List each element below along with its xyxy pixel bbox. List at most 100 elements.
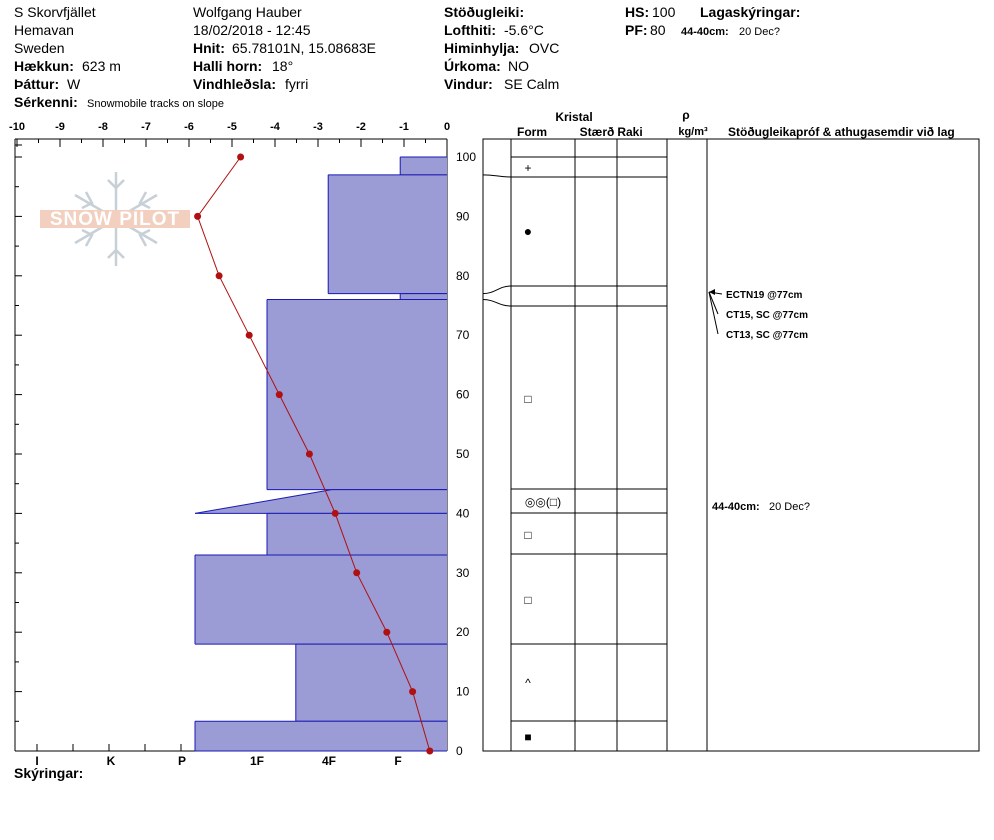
test-pointer-line: [708, 291, 719, 315]
temperature-point: [331, 509, 339, 517]
layer-side-edge: [194, 489, 332, 514]
hardness-layer: [295, 644, 447, 722]
aspect-value: W: [67, 76, 81, 92]
logo-banner: [40, 210, 190, 228]
temperature-point: [409, 688, 417, 696]
grain-form-symbol: □: [524, 392, 531, 406]
grain-form-symbol: □: [524, 593, 531, 607]
hardness-label: 1F: [250, 754, 264, 768]
temperature-profile: [194, 153, 434, 755]
stability-test-label: CT15, SC @77cm: [726, 310, 808, 321]
sky-value: OVC: [529, 40, 559, 56]
aspect-label: Þáttur:: [14, 76, 59, 92]
hardness-layer: [400, 157, 447, 175]
hardness-layer: [195, 489, 447, 514]
precip-label: Úrkoma:: [444, 57, 501, 74]
height-tick-label: 0: [456, 744, 463, 758]
hardness-label: K: [107, 754, 116, 768]
test-arrow-icon: [709, 289, 715, 295]
elevation-label: Hækkun:: [14, 58, 74, 74]
pf-label: PF:: [625, 22, 648, 38]
temp-tick-label: -9: [55, 121, 65, 133]
depth-connector: [482, 299, 512, 307]
height-tick-label: 40: [456, 506, 470, 520]
temperature-point: [353, 569, 361, 577]
hs-value: 100: [652, 4, 676, 20]
moisture-header: Raki: [617, 125, 642, 139]
hardness-layer: [267, 513, 447, 555]
test-pointer-line: [708, 291, 719, 335]
hardness-layer: [400, 293, 447, 300]
temperature-point: [426, 747, 434, 755]
grain-form-symbol: □: [524, 528, 531, 542]
stability-test-label: CT13, SC @77cm: [726, 330, 808, 341]
hs-label: HS:: [625, 4, 649, 20]
temp-tick-label: -3: [313, 121, 323, 133]
temp-tick-label: -7: [141, 121, 151, 133]
grain-form-symbol: ■: [524, 730, 531, 744]
temperature-point: [215, 272, 223, 280]
precip-value: NO: [508, 58, 529, 74]
layer-comment-text: 20 Dec?: [769, 501, 810, 513]
hardness-label: 4F: [322, 754, 336, 768]
density-header: kg/m³: [678, 126, 708, 138]
hardness-axis: I K P 1F 4F F: [35, 744, 434, 768]
grain-form-symbol: ◎◎(□): [525, 495, 561, 509]
header: S Skorvfjället Hemavan Sweden Hækkun: 62…: [14, 4, 800, 110]
pf-value: 80: [650, 22, 666, 38]
stability-test-label: ECTN19 @77cm: [726, 290, 803, 301]
size-header: Stærð: [580, 125, 615, 139]
height-tick-label: 20: [456, 625, 470, 639]
wind-label: Vindur:: [444, 76, 493, 92]
height-tick-label: 30: [456, 566, 470, 580]
layer-notes-label: Lagaskýringar:: [700, 4, 800, 20]
depth-connector: [482, 174, 512, 178]
air-temp-value: -5.6°C: [504, 22, 544, 38]
grain-form-symbol: ^: [525, 676, 531, 690]
height-tick-label: 50: [456, 447, 470, 461]
slope-value: 18°: [272, 58, 293, 74]
hardness-layer: [267, 299, 447, 490]
elevation-value: 623 m: [82, 58, 121, 74]
wind-load-value: fyrri: [285, 76, 308, 92]
region-name: Hemavan: [14, 22, 74, 38]
country-name: Sweden: [14, 40, 65, 56]
temperature-point: [245, 331, 253, 339]
hardness-layer: [195, 721, 447, 751]
temp-tick-label: -6: [184, 121, 194, 133]
temp-tick-label: -8: [98, 121, 108, 133]
rho-header: ρ: [682, 108, 689, 122]
table-layer-rows: + ● □ ◎◎(□) □ □ ^ ■: [482, 156, 667, 744]
height-axis: 0 10 20 30 40 50 60 70 80 90 100: [15, 138, 476, 758]
temp-tick-label: -2: [356, 121, 366, 133]
temp-tick-label: 0: [444, 121, 450, 133]
height-tick-label: 10: [456, 685, 470, 699]
height-tick-label: 70: [456, 328, 470, 342]
slope-label: Halli horn:: [193, 58, 262, 74]
wind-value: SE Calm: [504, 76, 559, 92]
observer-name: Wolfgang Hauber: [193, 4, 302, 20]
temp-tick-label: -4: [270, 121, 281, 133]
temperature-point: [305, 450, 313, 458]
temperature-point: [237, 153, 245, 161]
height-tick-label: 80: [456, 269, 470, 283]
layer-note-depth: 44-40cm:: [681, 26, 729, 38]
coords-value: 65.78101N, 15.08683E: [232, 40, 376, 56]
height-tick-label: 100: [456, 150, 476, 164]
sky-label: Himinhylja:: [444, 40, 519, 56]
table-frame: [482, 138, 980, 752]
logo-text: SNOW PILOT: [50, 209, 180, 230]
wind-load-label: Vindhleðsla:: [193, 76, 276, 92]
hardness-label: P: [178, 754, 186, 768]
temperature-point: [275, 391, 283, 399]
height-tick-label: 60: [456, 388, 470, 402]
stability-label: Stöðugleiki:: [444, 4, 524, 20]
snowpilot-logo: SNOW PILOT: [40, 172, 190, 266]
temp-tick-label: -5: [227, 121, 237, 133]
form-header: Form: [517, 125, 547, 139]
crystal-table: Kristal Form Stærð Raki ρ kg/m³ Stöðugle…: [482, 108, 980, 752]
depth-connector: [482, 285, 512, 295]
layer-comment-depth: 44-40cm:: [712, 501, 760, 513]
temperature-point: [383, 628, 391, 636]
temp-tick-label: -1: [399, 121, 409, 133]
